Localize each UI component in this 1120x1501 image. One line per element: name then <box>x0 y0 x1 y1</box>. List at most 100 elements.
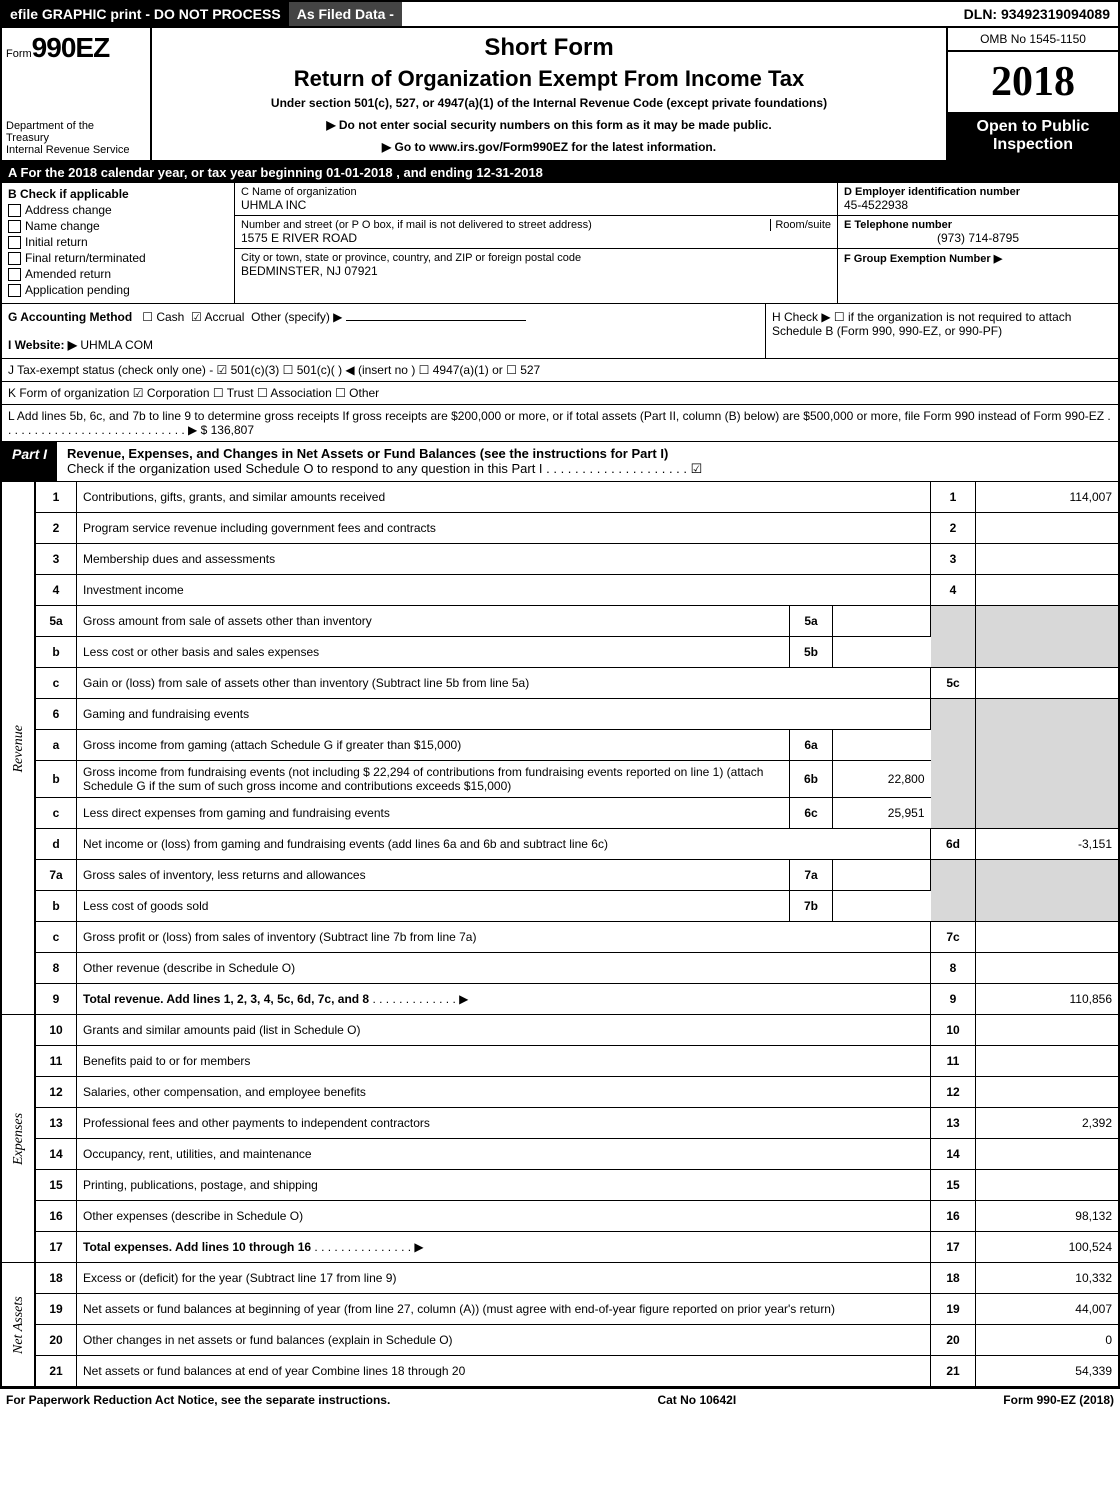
l-amount: 136,807 <box>211 423 254 437</box>
line-no: a <box>35 730 77 761</box>
line-val <box>976 1170 1119 1201</box>
line-desc: Benefits paid to or for members <box>77 1046 931 1077</box>
line-no: 12 <box>35 1077 77 1108</box>
l-text: L Add lines 5b, 6c, and 7b to line 9 to … <box>8 409 1111 437</box>
table-row: c Gain or (loss) from sale of assets oth… <box>2 668 1118 699</box>
cb-final-return[interactable]: Final return/terminated <box>8 251 228 265</box>
c-label: C Name of organization <box>241 186 831 198</box>
bold-desc: Total expenses. Add lines 10 through 16 <box>83 1240 311 1254</box>
table-row: 21 Net assets or fund balances at end of… <box>2 1356 1118 1387</box>
line-desc: Less direct expenses from gaming and fun… <box>77 798 790 829</box>
gh-row: G Accounting Method ☐ Cash ☑ Accrual Oth… <box>2 304 1118 359</box>
line-val: 0 <box>976 1325 1119 1356</box>
line-no: 2 <box>35 513 77 544</box>
cb-amended[interactable]: Amended return <box>8 267 228 281</box>
line-desc: Net assets or fund balances at end of ye… <box>77 1356 931 1387</box>
e-label: E Telephone number <box>844 219 1112 231</box>
no-ssn: ▶ Do not enter social security numbers o… <box>158 118 940 132</box>
table-row: 16 Other expenses (describe in Schedule … <box>2 1201 1118 1232</box>
checkbox-icon <box>8 204 21 217</box>
line-no: 20 <box>35 1325 77 1356</box>
sub-val: 22,800 <box>833 761 931 798</box>
paperwork-notice: For Paperwork Reduction Act Notice, see … <box>6 1393 390 1407</box>
topbar: efile GRAPHIC print - DO NOT PROCESS As … <box>2 2 1118 28</box>
ein-value: 45-4522938 <box>844 198 1112 212</box>
line-desc: Gaming and fundraising events <box>77 699 931 730</box>
part-i-table: Revenue 1 Contributions, gifts, grants, … <box>2 482 1118 1387</box>
netassets-sidelabel: Net Assets <box>2 1263 35 1387</box>
part-i-subtitle: Check if the organization used Schedule … <box>67 461 702 476</box>
i-label: I Website: ▶ <box>8 338 77 352</box>
dln-value: 93492319094089 <box>1001 6 1110 22</box>
line-desc: Less cost or other basis and sales expen… <box>77 637 790 668</box>
form-990ez: efile GRAPHIC print - DO NOT PROCESS As … <box>0 0 1120 1389</box>
table-row: 9 Total revenue. Add lines 1, 2, 3, 4, 5… <box>2 984 1118 1015</box>
efile-label: efile GRAPHIC print - DO NOT PROCESS <box>2 2 289 26</box>
line-no: 15 <box>35 1170 77 1201</box>
line-desc: Gross sales of inventory, less returns a… <box>77 860 790 891</box>
table-row: 5a Gross amount from sale of assets othe… <box>2 606 1118 637</box>
cb-initial-return[interactable]: Initial return <box>8 235 228 249</box>
goto-link[interactable]: ▶ Go to www.irs.gov/Form990EZ for the la… <box>158 140 940 154</box>
num-col: 6d <box>931 829 976 860</box>
line-no: 19 <box>35 1294 77 1325</box>
line-val: 44,007 <box>976 1294 1119 1325</box>
line-desc: Occupancy, rent, utilities, and maintena… <box>77 1139 931 1170</box>
line-val <box>976 544 1119 575</box>
table-row: 19 Net assets or fund balances at beginn… <box>2 1294 1118 1325</box>
dept2: Treasury <box>6 132 146 144</box>
line-no: b <box>35 891 77 922</box>
g-cash: ☐ Cash <box>142 310 184 324</box>
line-no: d <box>35 829 77 860</box>
line-val <box>976 1015 1119 1046</box>
website-link[interactable]: UHMLA COM <box>80 338 153 352</box>
col-b: B Check if applicable Address change Nam… <box>2 183 235 303</box>
sub-val <box>833 891 931 922</box>
table-row: c Gross profit or (loss) from sales of i… <box>2 922 1118 953</box>
g-label: G Accounting Method <box>8 310 132 324</box>
sub-no: 5b <box>790 637 833 668</box>
line-desc: Professional fees and other payments to … <box>77 1108 931 1139</box>
table-row: 6 Gaming and fundraising events <box>2 699 1118 730</box>
cb-name-change[interactable]: Name change <box>8 219 228 233</box>
sub-val <box>833 606 931 637</box>
sub-no: 6c <box>790 798 833 829</box>
g-accrual: ☑ Accrual <box>191 310 244 324</box>
header-center: Short Form Return of Organization Exempt… <box>152 28 946 160</box>
row-k: K Form of organization ☑ Corporation ☐ T… <box>2 382 1118 405</box>
line-no: 9 <box>35 984 77 1015</box>
org-name: UHMLA INC <box>241 198 831 212</box>
line-desc: Gain or (loss) from sale of assets other… <box>77 668 931 699</box>
line-desc: Other changes in net assets or fund bala… <box>77 1325 931 1356</box>
line-desc: Gross income from gaming (attach Schedul… <box>77 730 790 761</box>
sub-val <box>833 730 931 761</box>
line-no: 21 <box>35 1356 77 1387</box>
sub-val <box>833 860 931 891</box>
num-col: 10 <box>931 1015 976 1046</box>
line-no: 10 <box>35 1015 77 1046</box>
num-col: 20 <box>931 1325 976 1356</box>
cb-app-pending[interactable]: Application pending <box>8 283 228 297</box>
cb-label: Amended return <box>25 267 111 281</box>
cb-address-change[interactable]: Address change <box>8 203 228 217</box>
table-row: Net Assets 18 Excess or (deficit) for th… <box>2 1263 1118 1294</box>
num-col <box>931 606 976 668</box>
e-phone: E Telephone number (973) 714-8795 <box>838 216 1118 249</box>
sub-no: 7b <box>790 891 833 922</box>
line-val: -3,151 <box>976 829 1119 860</box>
f-exemption: F Group Exemption Number ▶ <box>838 249 1118 268</box>
revenue-sidelabel: Revenue <box>2 482 35 1015</box>
line-desc: Net assets or fund balances at beginning… <box>77 1294 931 1325</box>
line-val <box>976 699 1119 829</box>
table-row: 7a Gross sales of inventory, less return… <box>2 860 1118 891</box>
open-inspection: Open to Public Inspection <box>948 112 1118 160</box>
section-bcdef: B Check if applicable Address change Nam… <box>2 183 1118 304</box>
line-no: 8 <box>35 953 77 984</box>
header: Form990EZ Department of the Treasury Int… <box>2 28 1118 162</box>
line-no: 6 <box>35 699 77 730</box>
line-desc: Grants and similar amounts paid (list in… <box>77 1015 931 1046</box>
num-col: 11 <box>931 1046 976 1077</box>
table-row: 8 Other revenue (describe in Schedule O)… <box>2 953 1118 984</box>
short-form-title: Short Form <box>158 34 940 62</box>
tax-year: 2018 <box>948 52 1118 112</box>
